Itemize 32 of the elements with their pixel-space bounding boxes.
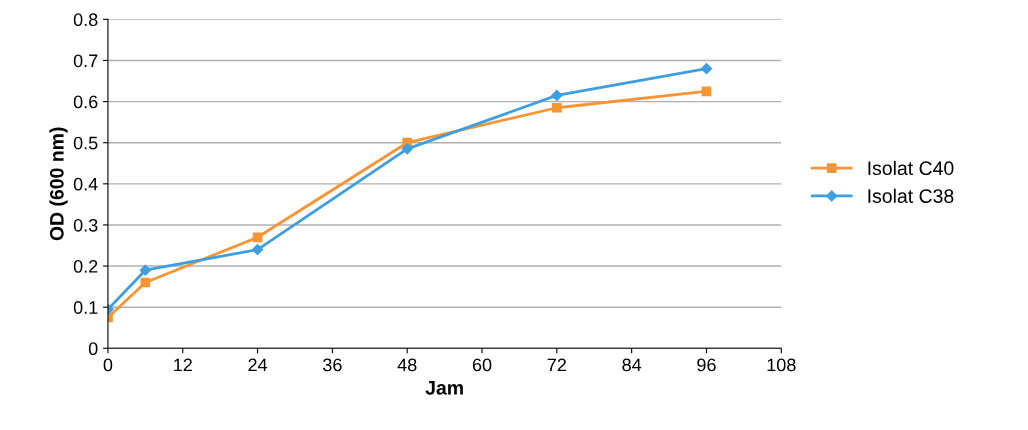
point: [551, 89, 563, 102]
x-tick-label: 0: [103, 358, 113, 372]
x-tick-label: 48: [397, 358, 417, 372]
y-tick-label: 0: [88, 342, 98, 356]
y-tick-label: 0.8: [73, 13, 98, 27]
x-tick-label: 60: [472, 358, 492, 372]
y-tick-label: 0.7: [73, 54, 98, 68]
point: [140, 277, 151, 288]
point: [700, 63, 713, 75]
x-tick-label: 36: [323, 358, 342, 372]
y-tick-label: 0.1: [73, 301, 98, 314]
y-tick-label: 0.2: [73, 260, 98, 273]
y-axis-title: OD (600 nm): [49, 127, 68, 241]
point: [251, 244, 264, 256]
x-tick-label: 96: [697, 358, 716, 372]
point: [701, 86, 712, 97]
x-tick-label: 108: [767, 358, 796, 372]
point: [401, 143, 413, 155]
x-axis-title: Jam: [425, 381, 463, 395]
x-tick-label: 72: [547, 358, 566, 372]
point: [551, 102, 562, 113]
x-tick-label: 12: [174, 358, 192, 372]
y-tick-label: 0.3: [73, 218, 98, 232]
x-tick-label: 24: [248, 358, 268, 372]
x-tick-label: 84: [622, 358, 642, 372]
y-tick-label: 0.4: [73, 177, 98, 191]
point: [252, 232, 263, 243]
legend-label: Isolat C40: [868, 160, 954, 176]
point: [139, 264, 151, 276]
y-tick-label: 0.5: [73, 136, 98, 150]
legend-label: Isolat C38: [868, 188, 954, 203]
y-tick-label: 0.6: [73, 95, 98, 109]
